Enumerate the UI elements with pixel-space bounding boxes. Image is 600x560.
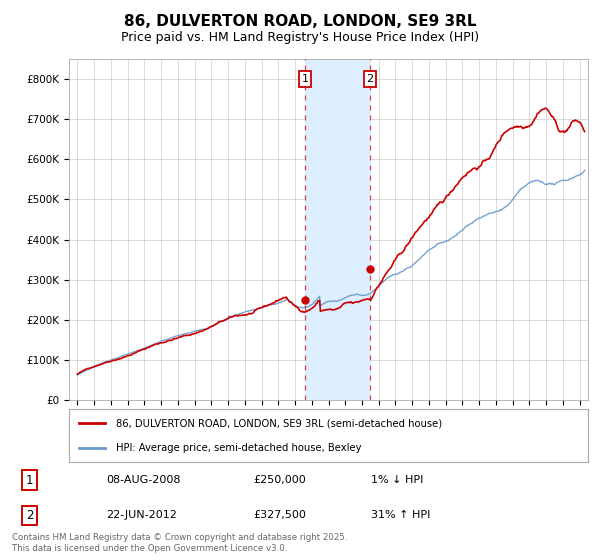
Text: £250,000: £250,000 [253,475,306,486]
Text: 86, DULVERTON ROAD, LONDON, SE9 3RL (semi-detached house): 86, DULVERTON ROAD, LONDON, SE9 3RL (sem… [116,418,442,428]
Text: 1% ↓ HPI: 1% ↓ HPI [371,475,423,486]
Text: 1: 1 [26,474,33,487]
Text: 2: 2 [366,74,373,84]
Text: 86, DULVERTON ROAD, LONDON, SE9 3RL: 86, DULVERTON ROAD, LONDON, SE9 3RL [124,14,476,29]
Text: Price paid vs. HM Land Registry's House Price Index (HPI): Price paid vs. HM Land Registry's House … [121,31,479,44]
Text: £327,500: £327,500 [253,510,306,520]
Text: 1: 1 [302,74,308,84]
Text: 22-JUN-2012: 22-JUN-2012 [106,510,177,520]
Bar [305,59,370,400]
Text: 2: 2 [26,509,33,522]
Text: HPI: Average price, semi-detached house, Bexley: HPI: Average price, semi-detached house,… [116,442,361,452]
Text: 31% ↑ HPI: 31% ↑ HPI [371,510,430,520]
Text: Contains HM Land Registry data © Crown copyright and database right 2025.
This d: Contains HM Land Registry data © Crown c… [12,533,347,553]
Text: 08-AUG-2008: 08-AUG-2008 [106,475,181,486]
